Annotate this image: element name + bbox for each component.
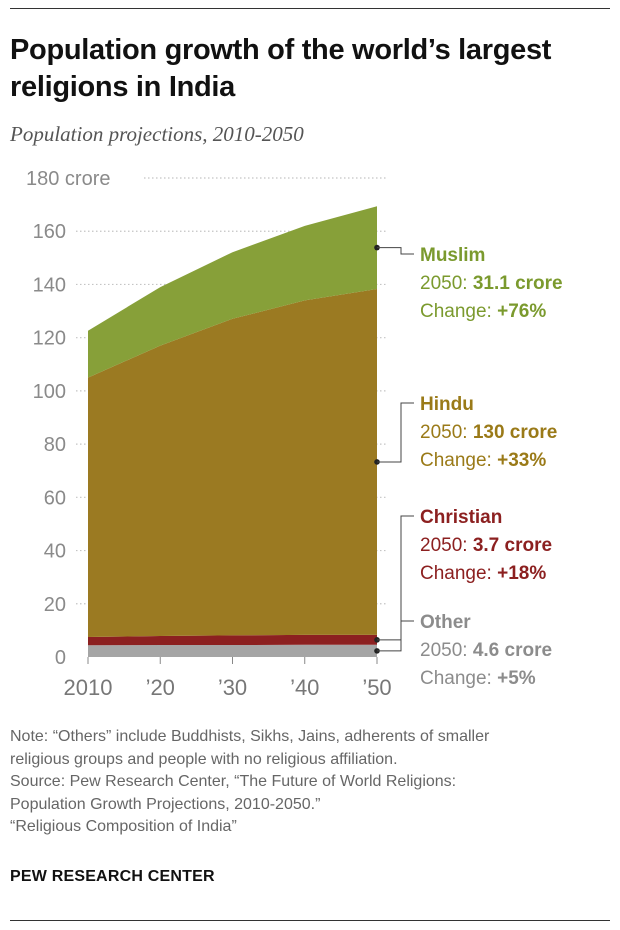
brand-footer: PEW RESEARCH CENTER — [10, 868, 215, 885]
chart-title: Population growth of the world’s largest… — [10, 34, 552, 103]
series-change-muslim: Change: +76% — [420, 301, 546, 322]
y-tick-label: 40 — [44, 541, 66, 563]
series-change-christian: Change: +18% — [420, 563, 546, 584]
y-tick-label: 0 — [55, 647, 66, 669]
source-line: Source: Pew Research Center, “The Future… — [10, 773, 457, 790]
x-tick-label: ’40 — [290, 675, 319, 700]
note-line: religious groups and people with no reli… — [10, 750, 398, 768]
y-tick-label: 120 — [33, 328, 66, 350]
x-tick-label: 2010 — [64, 675, 113, 700]
leader-line-christian — [377, 515, 414, 641]
series-label-hindu: Hindu — [420, 394, 474, 415]
area-hindu — [88, 289, 377, 637]
x-tick-label: ’20 — [146, 675, 175, 700]
x-tick-label: ’50 — [362, 675, 391, 700]
area-muslim — [88, 206, 377, 378]
series-change-hindu: Change: +33% — [420, 450, 546, 471]
y-tick-label: 20 — [44, 594, 66, 616]
y-tick-label: 100 — [33, 381, 66, 403]
chart-notes: Note: “Others” include Buddhists, Sikhs,… — [10, 726, 610, 839]
area-chart: 0 20 40 60 80 100 120 140 160 180 crore 2010 ’20 ’30… — [26, 168, 563, 700]
y-tick-label: 80 — [44, 434, 66, 456]
series-value-christian: 2050: 3.7 crore — [420, 535, 552, 556]
y-tick-label: 60 — [44, 487, 66, 509]
area-other — [88, 644, 377, 657]
x-tick-label: ’30 — [218, 675, 247, 700]
series-change-other: Change: +5% — [420, 668, 536, 689]
y-tick-label: 140 — [33, 274, 66, 296]
series-value-other: 2050: 4.6 crore — [420, 640, 552, 661]
series-value-hindu: 2050: 130 crore — [420, 422, 557, 443]
y-tick-label: 160 — [33, 221, 66, 243]
note-line: Note: “Others” include Buddhists, Sikhs,… — [10, 728, 490, 745]
series-label-muslim: Muslim — [420, 245, 485, 266]
leader-line-muslim — [377, 247, 414, 255]
y-tick-label: 180 crore — [26, 168, 111, 190]
area-christian — [88, 634, 377, 646]
series-value-muslim: 2050: 31.1 crore — [420, 273, 563, 294]
leader-line-hindu — [377, 402, 414, 463]
chart-subtitle: Population projections, 2010-2050 — [10, 122, 304, 146]
source-line: Population Growth Projections, 2010-2050… — [10, 795, 321, 813]
series-label-christian: Christian — [420, 507, 502, 528]
series-label-other: Other — [420, 612, 471, 633]
bottom-rule — [10, 920, 610, 921]
source-line: “Religious Composition of India” — [10, 818, 237, 835]
top-rule — [10, 8, 610, 9]
leader-line-other — [377, 620, 414, 652]
